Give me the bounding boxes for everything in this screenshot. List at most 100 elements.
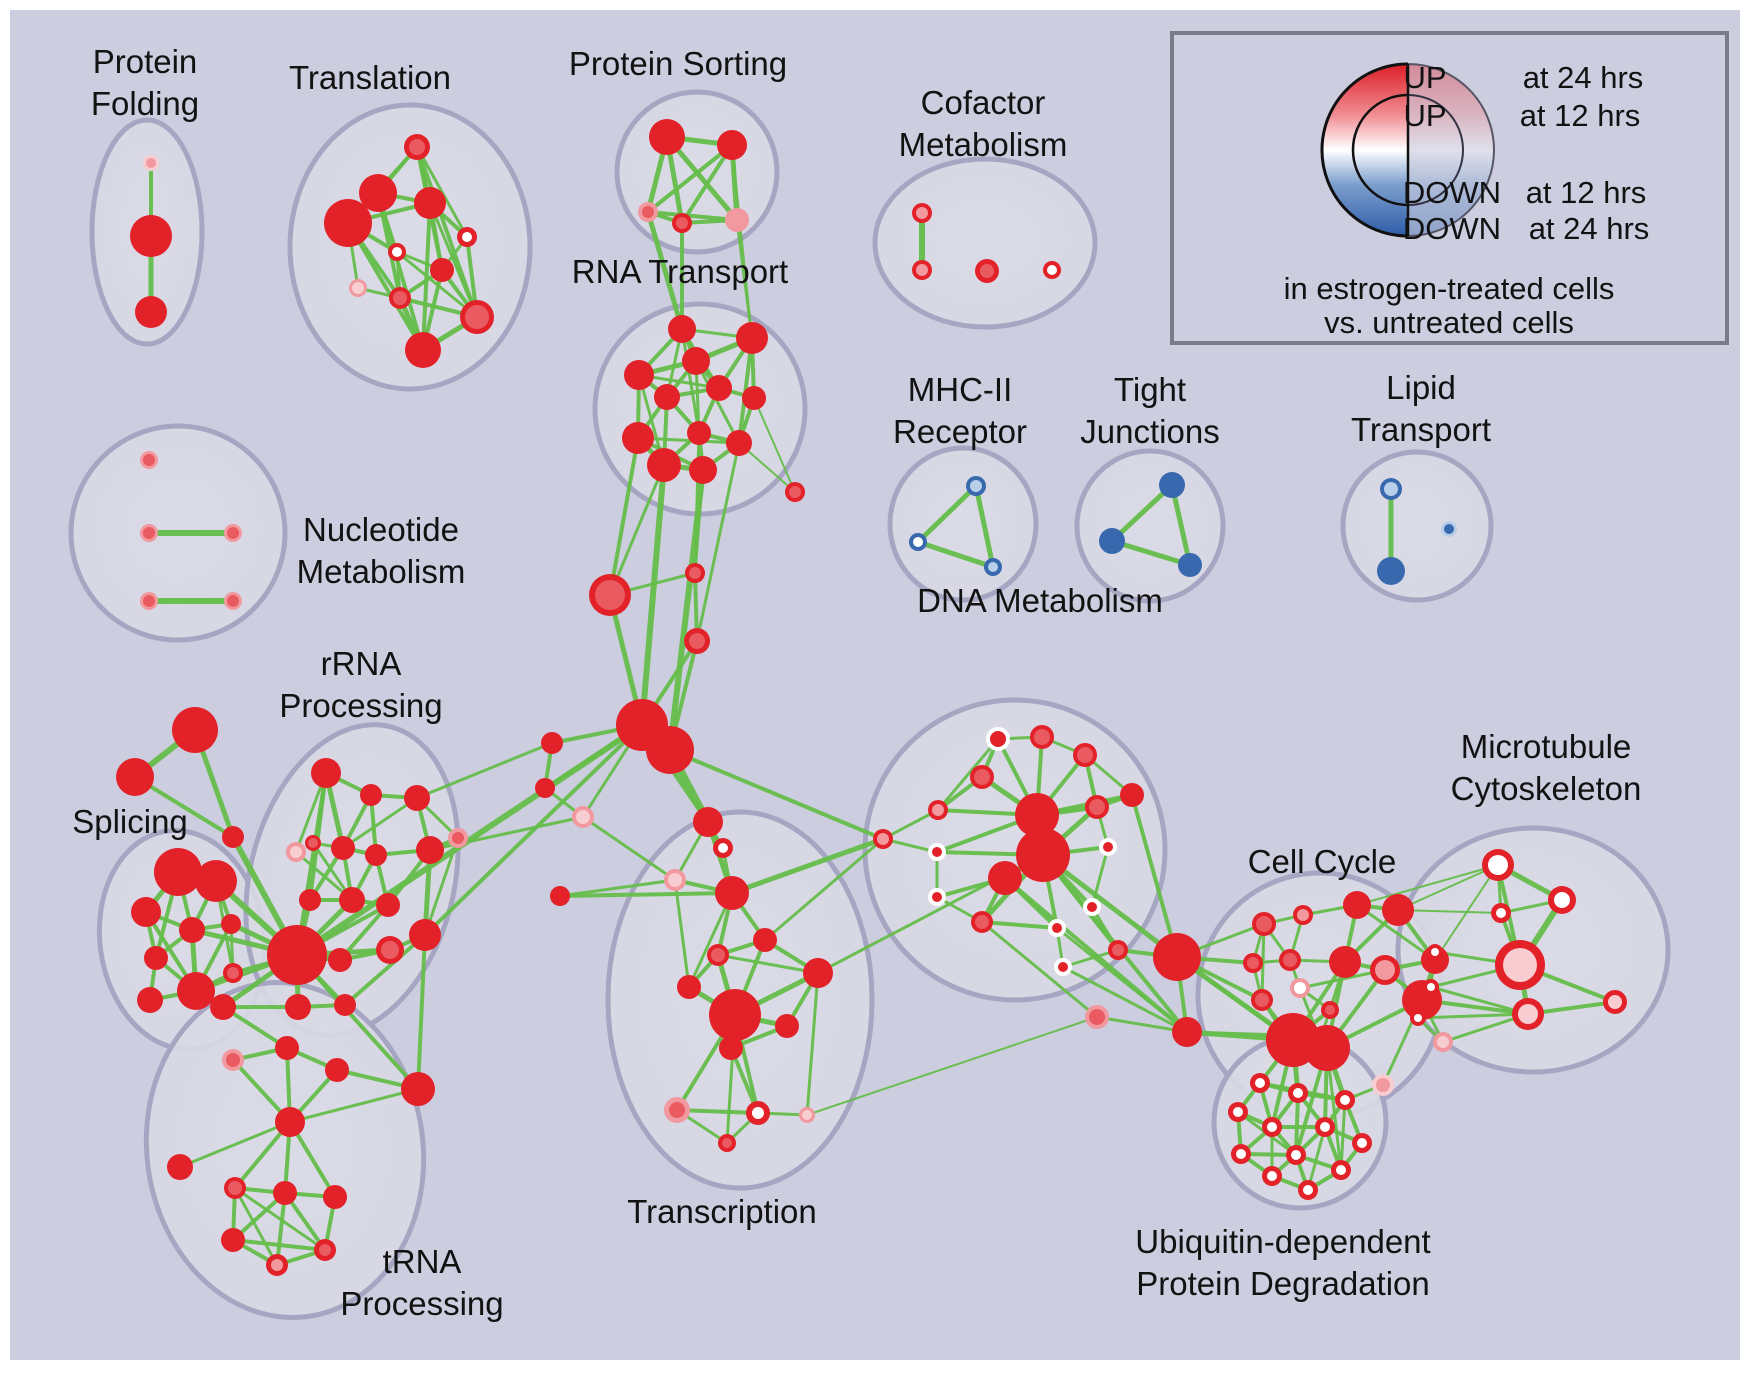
node-r2 (624, 360, 654, 390)
label-rrna-processing-line1: rRNA (320, 645, 402, 682)
node-d6 (1089, 799, 1105, 815)
node-k5 (1283, 953, 1297, 967)
node-l0 (1384, 482, 1398, 496)
edge-d7-d19 (1130, 793, 1179, 959)
edge-x6-x13 (805, 971, 820, 1117)
label-rrna-processing-line2: Processing (279, 687, 443, 724)
node-d11 (1103, 842, 1113, 852)
label-trna-processing-line1: tRNA (382, 1243, 462, 1280)
node-k3 (1382, 894, 1414, 926)
node-r4 (706, 375, 732, 401)
node-t4 (462, 232, 472, 242)
edge-r7-h1 (693, 431, 701, 575)
label-cell-cycle: Cell Cycle (1247, 843, 1397, 880)
edge-k2-k15 (1355, 903, 1437, 962)
node-j0 (1159, 472, 1185, 498)
cluster-lipid-transport (1340, 449, 1494, 603)
node-r6 (742, 386, 766, 410)
node-n4 (227, 595, 239, 607)
edge-g2-h5 (415, 741, 554, 800)
node-n0 (143, 454, 155, 466)
node-b3 (1233, 1107, 1243, 1117)
node-c0 (916, 207, 928, 219)
edge-p0-p4 (664, 134, 740, 223)
node-g3 (290, 846, 302, 858)
node-b11 (1303, 1185, 1313, 1195)
legend-row-1-direction: UP (1403, 60, 1447, 95)
node-x5 (711, 948, 725, 962)
label-translation: Translation (288, 59, 452, 96)
node-s6 (177, 972, 215, 1010)
edge-h4-d8 (668, 748, 885, 841)
edge-g15-g17 (343, 933, 427, 1007)
node-g14 (381, 941, 399, 959)
node-b8 (1291, 1150, 1301, 1160)
node-d20 (1172, 1017, 1202, 1047)
edge-j1-j2 (1109, 538, 1193, 568)
node-d2 (1077, 747, 1093, 763)
node-k4 (1247, 957, 1259, 969)
edge-p1-p3 (680, 143, 734, 225)
node-v0 (1488, 855, 1508, 875)
node-u3 (325, 1058, 349, 1082)
node-d21 (1089, 1009, 1105, 1025)
node-s2 (131, 897, 161, 927)
node-pf1 (130, 215, 172, 257)
node-r5 (654, 384, 680, 410)
edge-j0-j2 (1169, 482, 1193, 568)
node-u5 (167, 1154, 193, 1180)
node-g5 (331, 836, 355, 860)
label-lipid-transport-line1: Lipid (1386, 369, 1456, 406)
node-u9 (221, 1228, 245, 1252)
node-r3 (682, 347, 710, 375)
node-g8 (452, 832, 464, 844)
node-p3 (676, 217, 688, 229)
edge-x2-x7 (673, 878, 691, 989)
legend-caption-line1: in estrogen-treated cells (1283, 271, 1615, 306)
label-cofactor-metabolism-line1: Cofactor (920, 84, 1046, 121)
node-r9 (726, 430, 752, 456)
node-p2 (642, 206, 654, 218)
edge-p2-p4 (646, 210, 739, 222)
legend-row-4-time: at 24 hrs (1528, 211, 1650, 246)
cluster-mhc-ii-receptor (887, 445, 1039, 603)
label-mhc-ii-receptor-line1: MHC-II (907, 371, 1013, 408)
node-x12 (752, 1107, 764, 1119)
legend-left-arc (1320, 62, 1409, 238)
node-v6 (1518, 1004, 1538, 1024)
node-d7 (1120, 783, 1144, 807)
edge-g15-w0 (416, 933, 427, 1091)
node-u1 (226, 1053, 240, 1067)
node-g17 (334, 994, 356, 1016)
edge-r10-h3 (639, 462, 667, 728)
label-rna-transport: RNA Transport (571, 253, 789, 290)
node-b0 (1255, 1078, 1265, 1088)
node-d4 (932, 804, 944, 816)
node-d10 (1016, 828, 1070, 882)
label-protein-folding-line1: Protein (92, 43, 198, 80)
label-mhc-ii-receptor-line2: Receptor (893, 413, 1027, 450)
edge-p1-r1 (731, 144, 753, 339)
legend-row-2-time: at 12 hrs (1519, 98, 1641, 133)
node-d14 (975, 915, 989, 929)
node-g10 (299, 889, 321, 911)
node-d18 (1058, 962, 1068, 972)
edge-x3-d8 (729, 836, 886, 896)
node-pf0 (146, 158, 156, 168)
node-g0 (311, 758, 341, 788)
node-u0 (210, 994, 236, 1020)
edge-d0-d4 (936, 737, 1000, 812)
edge-fn1-r6 (753, 397, 796, 493)
edge-r8-r9 (636, 436, 741, 445)
node-r11 (689, 456, 717, 484)
node-s1 (195, 860, 237, 902)
node-h2 (689, 633, 705, 649)
edge-k15-v0 (1434, 864, 1499, 961)
edge-d4-d8 (881, 808, 940, 841)
label-tight-junctions-line2: Junctions (1080, 413, 1220, 450)
node-d19 (1153, 933, 1201, 981)
edge-u6-u11 (233, 1186, 279, 1267)
edge-t2-t9 (428, 201, 479, 319)
node-t1 (359, 174, 397, 212)
